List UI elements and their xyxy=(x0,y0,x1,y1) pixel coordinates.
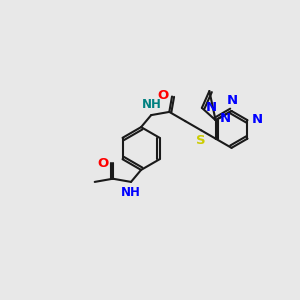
Text: N: N xyxy=(220,112,231,125)
Text: O: O xyxy=(98,157,109,169)
Text: NH: NH xyxy=(142,98,162,111)
Text: N: N xyxy=(206,101,217,114)
Text: N: N xyxy=(226,94,238,107)
Text: S: S xyxy=(196,134,206,147)
Text: N: N xyxy=(252,113,263,126)
Text: O: O xyxy=(157,89,169,102)
Text: NH: NH xyxy=(121,186,140,199)
